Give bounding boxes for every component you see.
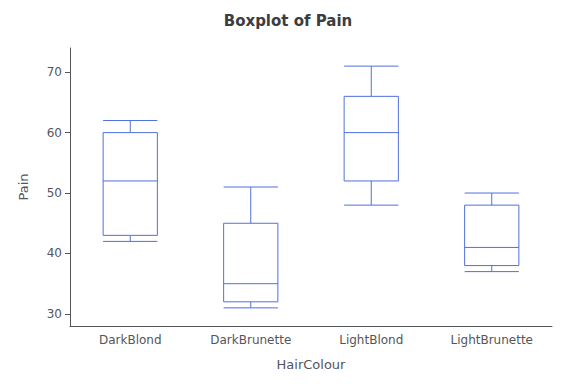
svg-text:30: 30 — [47, 307, 62, 321]
svg-text:LightBlond: LightBlond — [339, 333, 403, 347]
svg-text:70: 70 — [47, 65, 62, 79]
svg-text:50: 50 — [47, 186, 62, 200]
svg-text:DarkBlond: DarkBlond — [99, 333, 162, 347]
svg-text:Boxplot of Pain: Boxplot of Pain — [224, 12, 353, 30]
svg-text:Pain: Pain — [16, 173, 31, 200]
svg-text:DarkBrunette: DarkBrunette — [210, 333, 291, 347]
svg-text:40: 40 — [47, 246, 62, 260]
svg-text:HairColour: HairColour — [277, 357, 347, 372]
svg-text:60: 60 — [47, 126, 62, 140]
svg-text:LightBrunette: LightBrunette — [451, 333, 534, 347]
